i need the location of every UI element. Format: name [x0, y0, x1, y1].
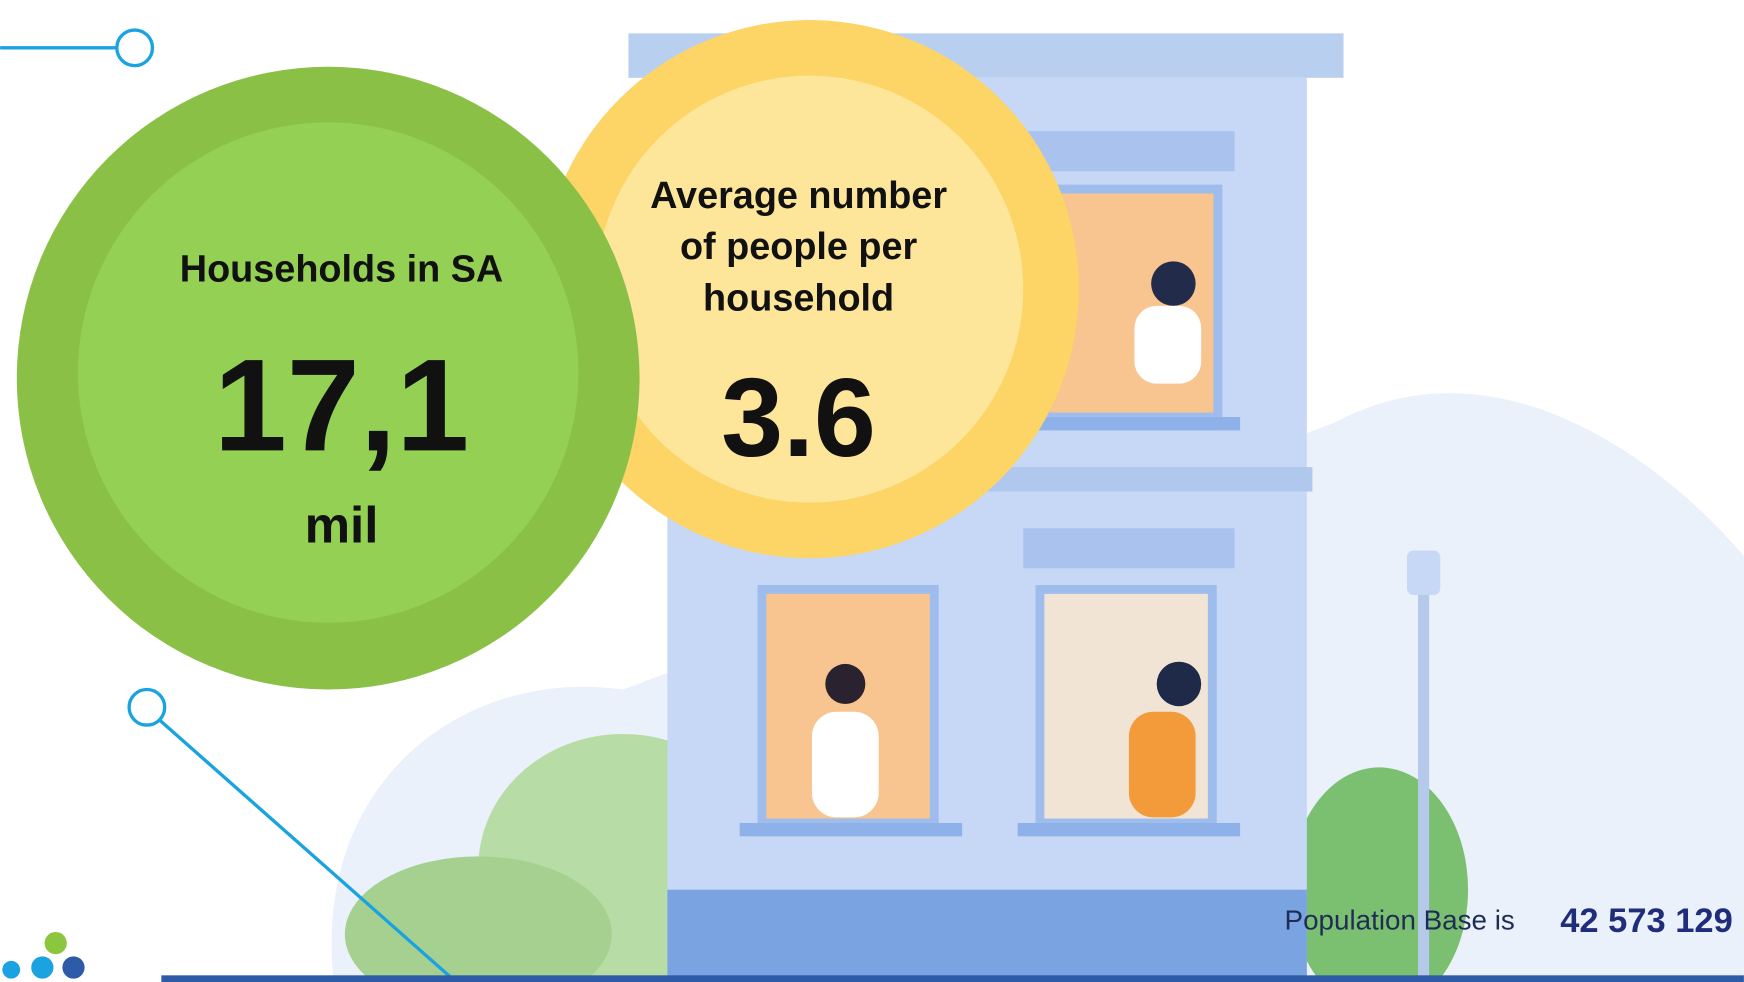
- slide: Average number of people per household 3…: [0, 0, 1744, 982]
- stat-unit: mil: [305, 497, 379, 554]
- page: Average number of people per household 3…: [0, 0, 1744, 982]
- bottom-bar: [161, 975, 1744, 982]
- stat-label: Households in SA: [180, 248, 503, 290]
- footer-value: 42 573 129: [1560, 902, 1733, 940]
- stat-value: 3.6: [721, 355, 876, 480]
- stat-label: of people per: [680, 226, 918, 268]
- stat-label: Average number: [650, 175, 947, 217]
- left-stat: Households in SA 17,1 mil: [17, 67, 640, 690]
- stat-value: 17,1: [214, 331, 469, 478]
- stat-label: household: [703, 277, 894, 319]
- footer-prefix: Population Base is: [1285, 905, 1515, 936]
